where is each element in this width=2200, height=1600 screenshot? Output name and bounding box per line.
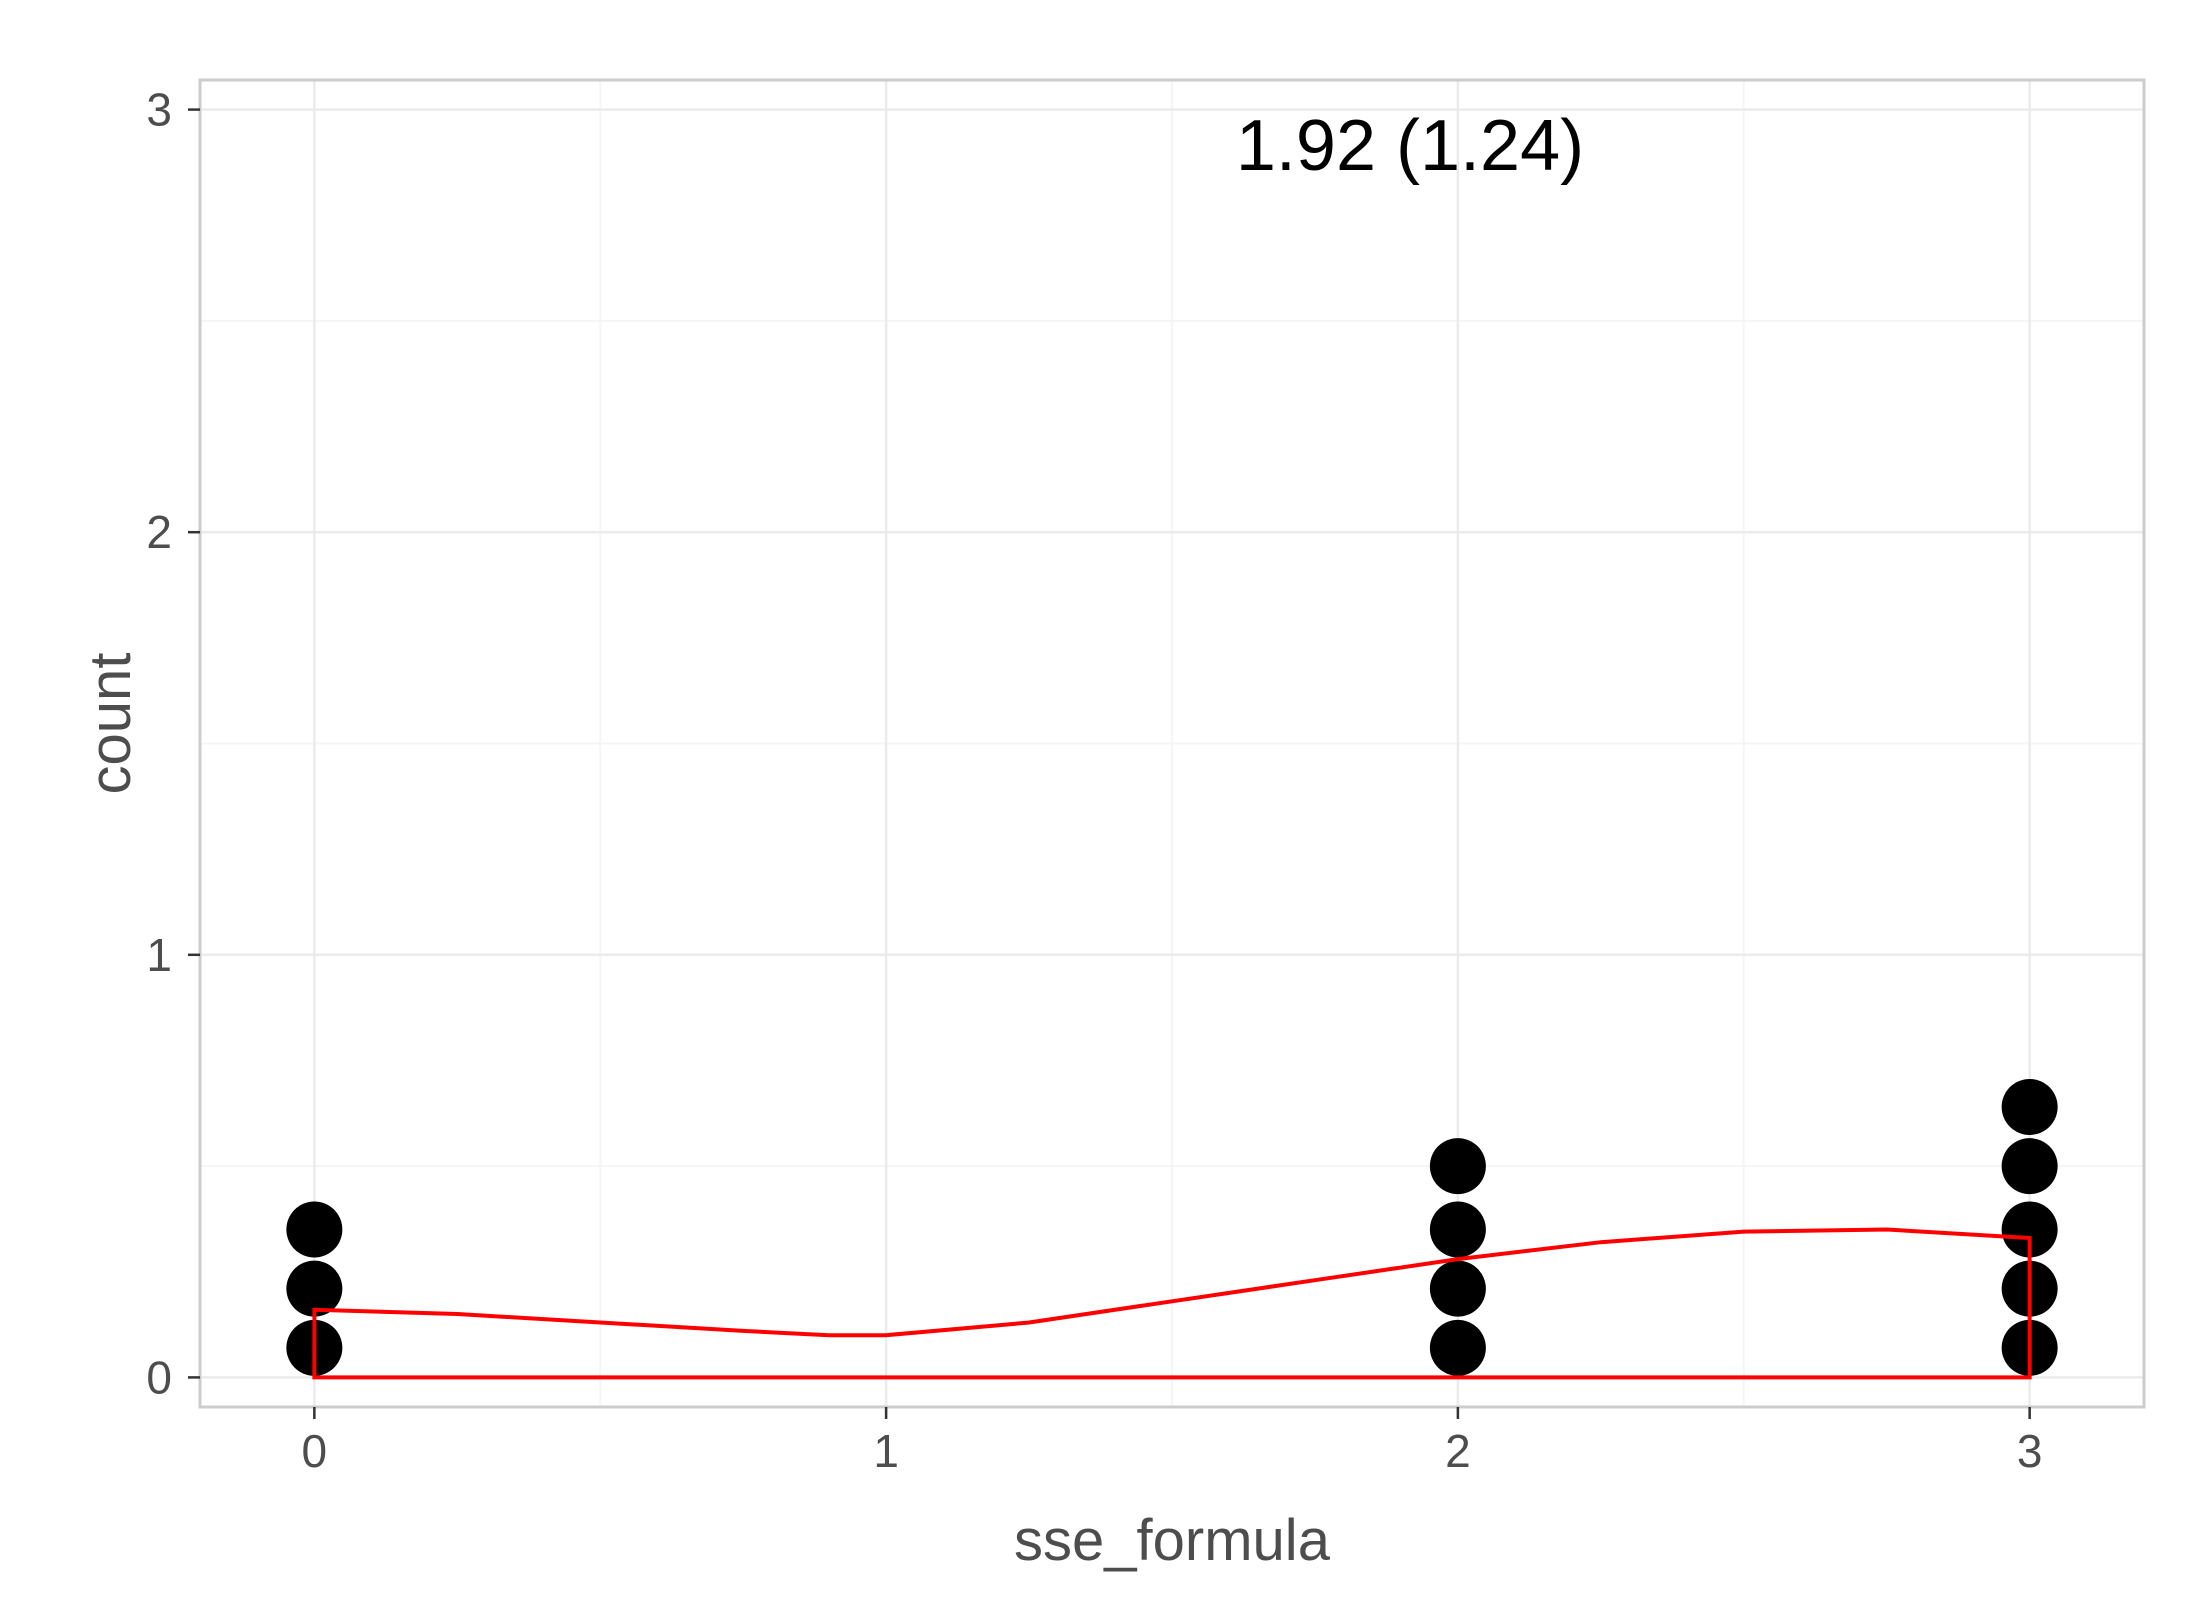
data-dot: [2001, 1078, 2058, 1135]
y-tick-label: 1: [146, 929, 172, 981]
data-dot: [286, 1260, 343, 1317]
data-dot: [1429, 1260, 1486, 1317]
data-dot: [286, 1201, 343, 1258]
y-tick-label: 2: [146, 506, 172, 558]
data-dot: [1429, 1201, 1486, 1258]
x-axis: 0 1 2 3: [302, 1407, 2043, 1477]
y-tick-label: 0: [146, 1351, 172, 1403]
data-dot: [2001, 1138, 2058, 1195]
y-axis: 0 1 2 3: [146, 84, 200, 1403]
x-tick-label: 3: [2017, 1425, 2043, 1477]
data-dot: [1429, 1319, 1486, 1376]
x-tick-label: 2: [1445, 1425, 1471, 1477]
y-tick-label: 3: [146, 84, 172, 136]
panel-border: [198, 78, 2146, 1409]
data-dot: [1429, 1138, 1486, 1195]
data-dot: [2001, 1201, 2058, 1258]
summary-annotation: 1.92 (1.24): [1236, 106, 1584, 186]
dot-stacks: [286, 1078, 2058, 1376]
x-axis-title: sse_formula: [1014, 1508, 1331, 1573]
x-tick-label: 1: [873, 1425, 899, 1477]
minor-gridlines: [200, 80, 2144, 1407]
x-tick-label: 0: [302, 1425, 328, 1477]
y-axis-title: count: [78, 653, 143, 795]
density-curve: [312, 1227, 2032, 1380]
